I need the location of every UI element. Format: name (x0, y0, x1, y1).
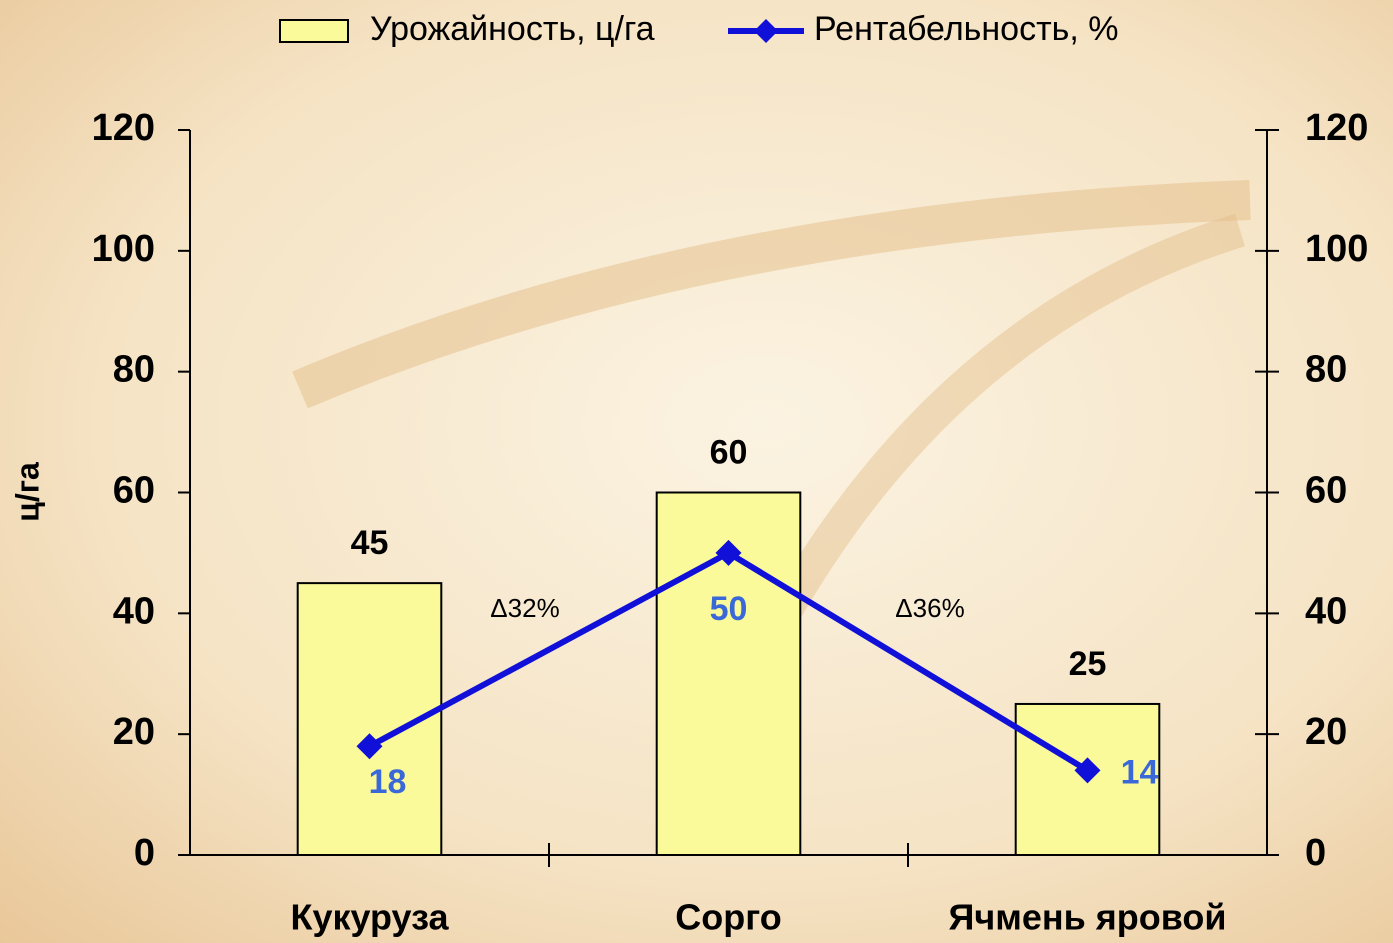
y2-tick-label: 80 (1305, 349, 1347, 391)
legend-label: Рентабельность, % (814, 10, 1119, 48)
x-tick-label: Кукуруза (290, 897, 449, 938)
legend-label: Урожайность, ц/га (370, 10, 655, 48)
line-value-label: 14 (1121, 753, 1159, 791)
decoration (765, 213, 1246, 629)
legend-swatch (279, 19, 349, 43)
y2-tick-label: 100 (1305, 228, 1368, 270)
y-tick-label: 20 (113, 711, 155, 753)
line-marker (356, 733, 383, 760)
y-tick-label: 100 (92, 228, 155, 270)
bar-value-label: 25 (1069, 645, 1107, 683)
line-value-label: 50 (710, 590, 748, 628)
decoration (292, 180, 1251, 409)
legend-marker (754, 19, 778, 43)
y-tick-label: 40 (113, 590, 155, 632)
x-tick-label: Ячмень яровой (948, 897, 1226, 938)
x-tick-label: Сорго (675, 897, 782, 938)
y2-tick-label: 20 (1305, 711, 1347, 753)
y-tick-label: 120 (92, 107, 155, 149)
annotation: Δ36% (895, 593, 964, 623)
y-tick-label: 60 (113, 470, 155, 512)
y-axis-label: ц/га (9, 462, 45, 522)
y2-tick-label: 120 (1305, 107, 1368, 149)
y-tick-label: 80 (113, 349, 155, 391)
line-marker (1074, 757, 1101, 784)
line-value-label: 18 (369, 763, 407, 801)
annotation: Δ32% (490, 593, 559, 623)
y2-tick-label: 60 (1305, 470, 1347, 512)
y2-tick-label: 0 (1305, 832, 1326, 874)
y2-tick-label: 40 (1305, 590, 1347, 632)
bar-value-label: 45 (351, 524, 389, 562)
line-marker (715, 539, 742, 566)
bar-value-label: 60 (710, 433, 748, 471)
bar (1014, 702, 1161, 856)
y-tick-label: 0 (134, 832, 155, 874)
